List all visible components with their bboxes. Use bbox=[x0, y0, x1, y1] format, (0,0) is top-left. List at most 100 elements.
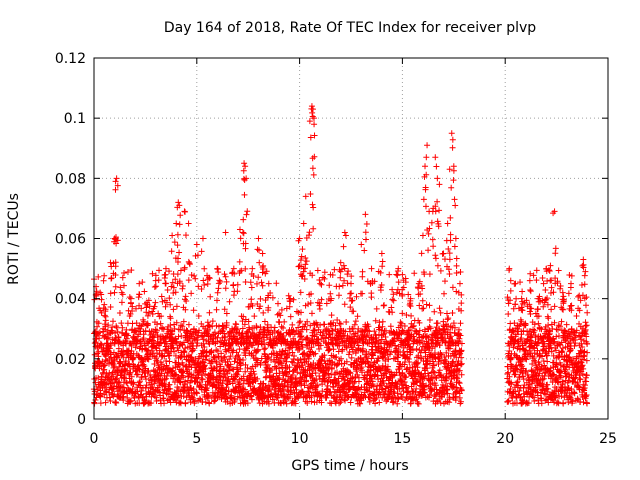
data-point bbox=[175, 373, 182, 380]
data-point bbox=[201, 281, 208, 288]
data-point bbox=[156, 347, 163, 354]
data-point bbox=[228, 395, 235, 402]
data-point bbox=[141, 397, 148, 404]
data-point bbox=[452, 202, 459, 209]
data-point bbox=[221, 337, 228, 344]
data-point bbox=[506, 265, 513, 272]
data-point bbox=[177, 322, 184, 329]
data-point bbox=[358, 241, 365, 248]
data-point bbox=[348, 354, 355, 361]
data-point bbox=[519, 288, 526, 295]
data-point bbox=[134, 388, 141, 395]
data-point bbox=[373, 305, 380, 312]
data-point bbox=[565, 290, 572, 297]
data-point bbox=[177, 378, 184, 385]
data-point bbox=[127, 369, 134, 376]
data-point bbox=[152, 272, 159, 279]
data-point bbox=[335, 292, 342, 299]
data-point bbox=[257, 295, 264, 302]
data-point bbox=[107, 351, 114, 358]
data-point bbox=[251, 371, 258, 378]
data-point bbox=[193, 389, 200, 396]
data-point bbox=[330, 346, 337, 353]
data-point bbox=[225, 375, 232, 382]
data-point bbox=[148, 381, 155, 388]
data-point bbox=[207, 293, 214, 300]
x-tick-label: 25 bbox=[599, 431, 617, 447]
data-point bbox=[107, 290, 114, 297]
data-point bbox=[423, 301, 430, 308]
data-point bbox=[145, 367, 152, 374]
data-point bbox=[538, 400, 545, 407]
data-point bbox=[399, 271, 406, 278]
data-point bbox=[153, 397, 160, 404]
data-point bbox=[160, 395, 167, 402]
data-point bbox=[174, 242, 181, 249]
data-point bbox=[196, 327, 203, 334]
data-point bbox=[187, 399, 194, 406]
data-point bbox=[221, 306, 228, 313]
data-point bbox=[247, 383, 254, 390]
data-point bbox=[271, 327, 278, 334]
data-point bbox=[113, 175, 120, 182]
data-point bbox=[245, 343, 252, 350]
data-point bbox=[237, 360, 244, 367]
points-layer bbox=[90, 103, 591, 407]
data-point bbox=[308, 310, 315, 317]
data-point bbox=[179, 282, 186, 289]
data-point bbox=[196, 379, 203, 386]
data-point bbox=[436, 305, 443, 312]
data-point bbox=[206, 373, 213, 380]
data-point bbox=[527, 270, 534, 277]
data-point bbox=[203, 353, 210, 360]
data-point bbox=[96, 329, 103, 336]
data-point bbox=[215, 354, 222, 361]
data-point bbox=[323, 394, 330, 401]
data-point bbox=[278, 306, 285, 313]
data-point bbox=[341, 265, 348, 272]
data-point bbox=[453, 269, 460, 276]
data-point bbox=[163, 299, 170, 306]
data-point bbox=[306, 118, 313, 125]
data-point bbox=[248, 396, 255, 403]
data-point bbox=[419, 297, 426, 304]
data-point bbox=[408, 312, 415, 319]
data-point bbox=[198, 248, 205, 255]
data-point bbox=[166, 352, 173, 359]
data-point bbox=[117, 284, 124, 291]
data-point bbox=[172, 289, 179, 296]
data-point bbox=[222, 285, 229, 292]
data-point bbox=[261, 318, 268, 325]
y-axis-label: ROTI / TECUs bbox=[6, 193, 22, 285]
data-point bbox=[432, 252, 439, 259]
data-point bbox=[242, 278, 249, 285]
data-point bbox=[170, 375, 177, 382]
data-point bbox=[107, 342, 114, 349]
data-point bbox=[314, 267, 321, 274]
data-point bbox=[256, 400, 263, 407]
data-point bbox=[214, 266, 221, 273]
data-point bbox=[362, 229, 369, 236]
data-point bbox=[136, 280, 143, 287]
data-point bbox=[163, 362, 170, 369]
data-point bbox=[102, 399, 109, 406]
data-point bbox=[201, 362, 208, 369]
data-point bbox=[216, 277, 223, 284]
data-point bbox=[241, 321, 248, 328]
data-point bbox=[187, 377, 194, 384]
data-point bbox=[138, 374, 145, 381]
data-point bbox=[280, 324, 287, 331]
data-point bbox=[242, 265, 249, 272]
data-point bbox=[183, 327, 190, 334]
data-point bbox=[240, 167, 247, 174]
data-point bbox=[450, 167, 457, 174]
data-point bbox=[249, 265, 256, 272]
data-point bbox=[254, 346, 261, 353]
data-point bbox=[234, 371, 241, 378]
data-point bbox=[309, 106, 316, 113]
data-point bbox=[120, 393, 127, 400]
data-point bbox=[341, 301, 348, 308]
data-point bbox=[507, 277, 514, 284]
data-point bbox=[222, 342, 229, 349]
data-point bbox=[182, 232, 189, 239]
